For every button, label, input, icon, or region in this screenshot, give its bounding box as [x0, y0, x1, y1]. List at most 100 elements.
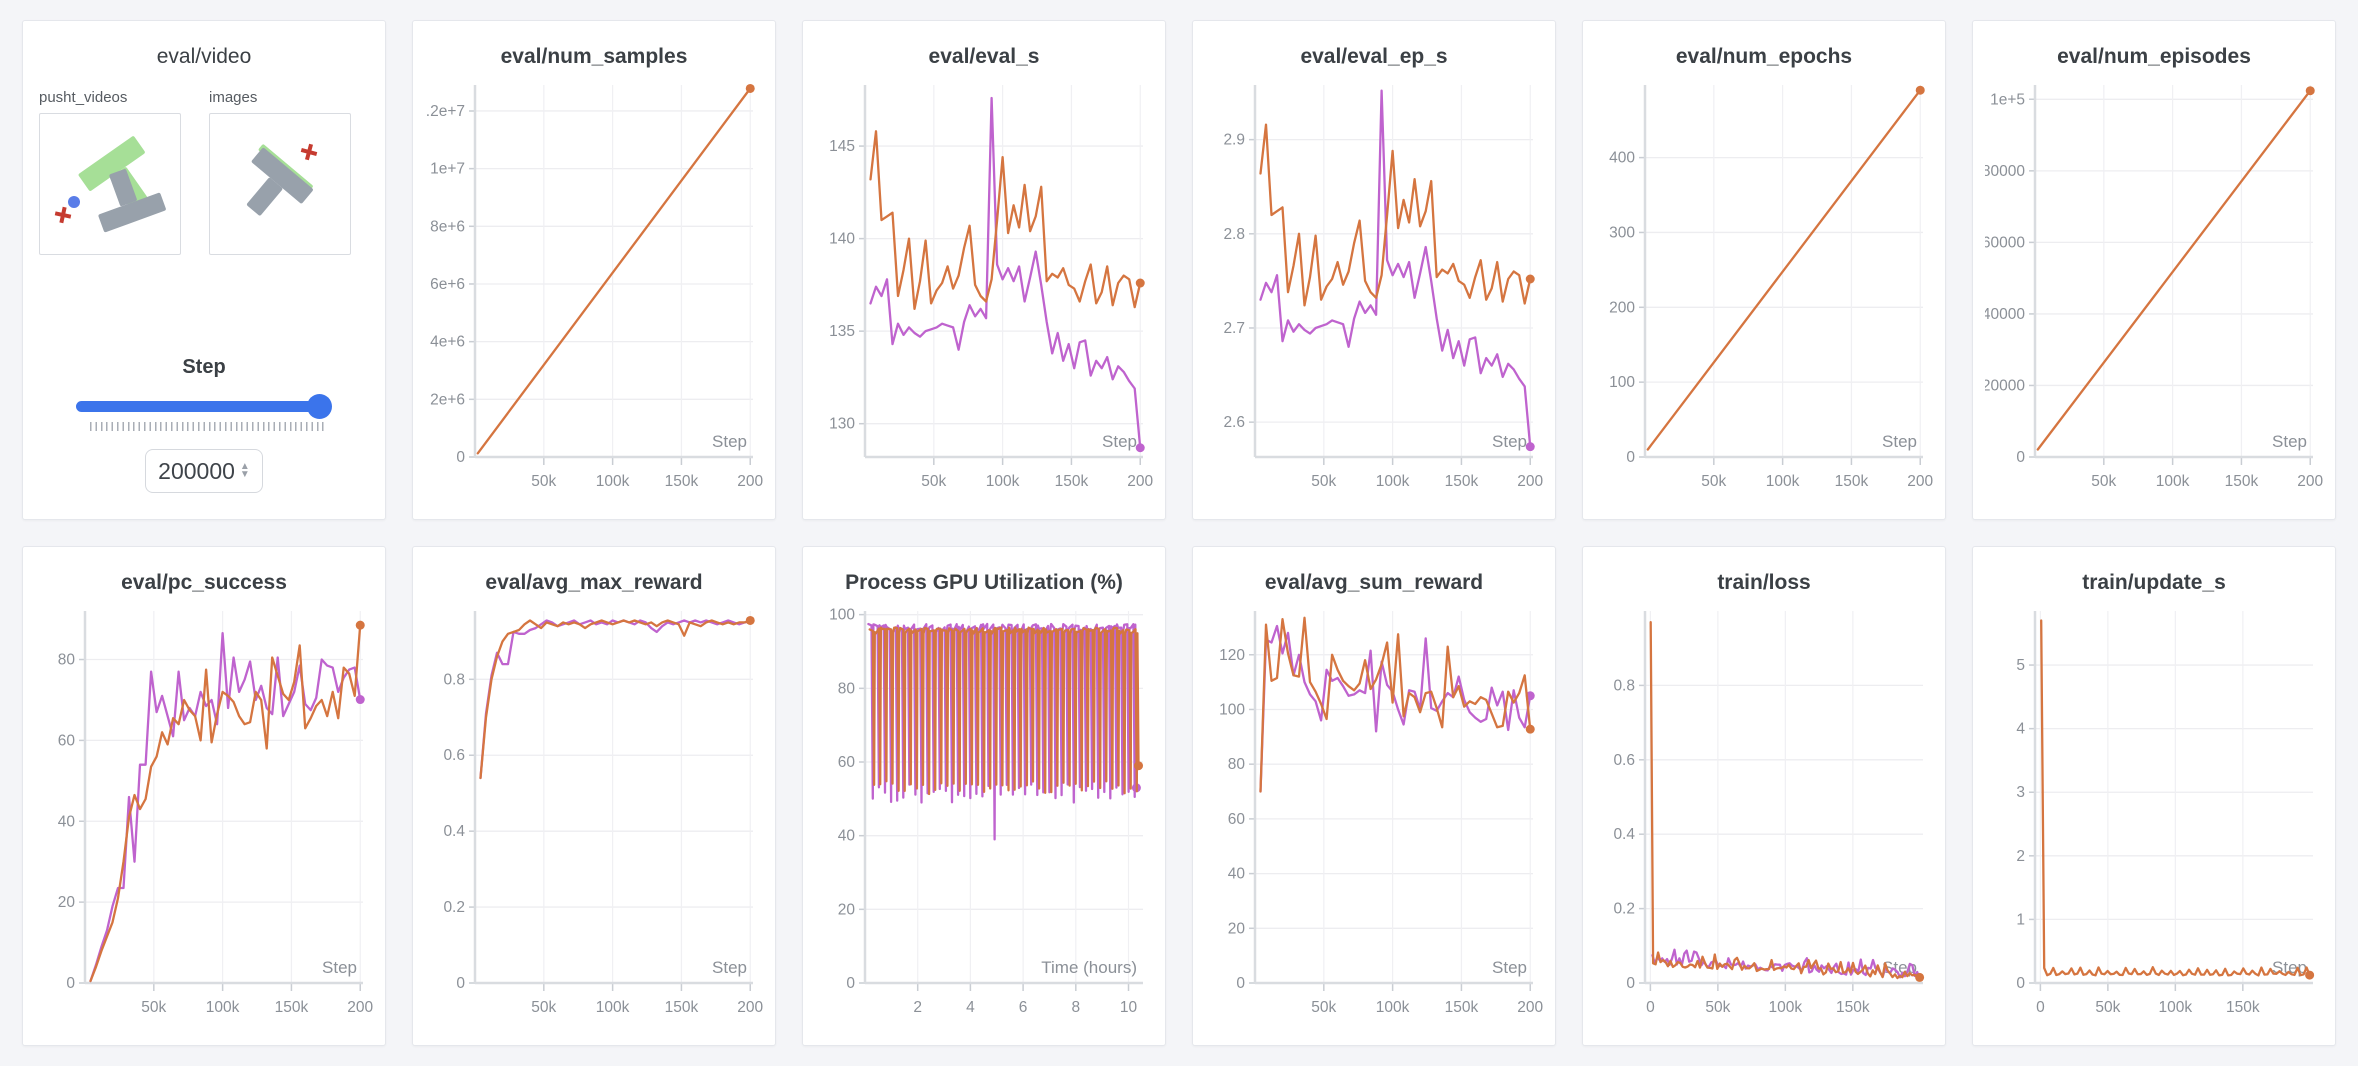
svg-text:10: 10 — [1120, 999, 1138, 1016]
panel-eval-num-samples: eval/num_samples 0 2e+6 4e+6 6e+6 8e+6 1e+7 1.… — [412, 20, 776, 520]
svg-text:100: 100 — [1219, 701, 1245, 718]
svg-text:100k: 100k — [206, 999, 240, 1016]
svg-text:80: 80 — [58, 652, 76, 669]
svg-text:0: 0 — [456, 449, 465, 466]
svg-text:50k: 50k — [2095, 999, 2120, 1016]
step-value: 200000 — [158, 457, 235, 484]
slider-track[interactable] — [76, 401, 326, 412]
svg-text:40: 40 — [1228, 866, 1246, 883]
svg-text:0: 0 — [1626, 449, 1635, 466]
chart-canvas-eval-num-episodes[interactable]: 0 20000 40000 60000 80000 1e+5 50k 100k 150k 200 S… — [1982, 73, 2324, 509]
spinner-up-icon[interactable]: ▲ — [239, 461, 250, 472]
svg-text:0.8: 0.8 — [1613, 677, 1635, 694]
svg-text:150k: 150k — [665, 473, 699, 490]
svg-text:40000: 40000 — [1985, 306, 2025, 323]
svg-text:0.2: 0.2 — [443, 899, 465, 916]
chart-canvas-eval-eval-ep-s[interactable]: 2.6 2.7 2.8 2.9 50k 100k 150k 200 Step — [1205, 73, 1544, 509]
svg-text:50k: 50k — [531, 473, 556, 490]
step-number-input[interactable]: 200000 ▲ ▼ — [145, 449, 263, 493]
chart-canvas-gpu-utilization[interactable]: 0 20 40 60 80 100 2 4 6 8 10 Time (hours) — [815, 599, 1153, 1035]
svg-text:150k: 150k — [2226, 999, 2260, 1016]
svg-text:150k: 150k — [275, 999, 309, 1016]
spinner-down-icon[interactable]: ▼ — [239, 469, 250, 480]
svg-text:80: 80 — [1228, 756, 1246, 773]
panel-title: eval/num_episodes — [2057, 45, 2251, 68]
media-item-images: images — [209, 89, 351, 255]
panel-eval-avg-sum-reward: eval/avg_sum_reward 0 20 40 60 80 100 120 50k 10… — [1192, 546, 1556, 1046]
svg-text:20: 20 — [58, 894, 76, 911]
svg-text:0: 0 — [1626, 975, 1635, 992]
chart-canvas-eval-avg-sum-reward[interactable]: 0 20 40 60 80 100 120 50k 100k 150k 200 Step — [1205, 599, 1544, 1035]
chart-canvas-train-loss[interactable]: 0 0.2 0.4 0.6 0.8 0 50k 100k 150k Step — [1595, 599, 1933, 1035]
svg-text:200: 200 — [1127, 473, 1153, 490]
chart-canvas-eval-eval-s[interactable]: 130 135 140 145 50k 100k 150k 200 Step — [815, 73, 1154, 509]
svg-text:2.6: 2.6 — [1223, 414, 1245, 431]
svg-text:Time (hours): Time (hours) — [1041, 958, 1137, 977]
slider-thumb[interactable] — [307, 394, 332, 419]
svg-text:150k: 150k — [665, 999, 699, 1016]
chart-canvas-eval-avg-max-reward[interactable]: 0 0.2 0.4 0.6 0.8 50k 100k 150k 200 Step — [425, 599, 764, 1035]
svg-text:20000: 20000 — [1985, 377, 2025, 394]
svg-text:0.8: 0.8 — [443, 671, 465, 688]
svg-text:Step: Step — [712, 432, 747, 451]
svg-text:4e+6: 4e+6 — [430, 334, 465, 351]
svg-text:145: 145 — [829, 138, 855, 155]
svg-text:200: 200 — [737, 473, 763, 490]
panel-title: eval/avg_sum_reward — [1264, 571, 1484, 594]
svg-text:100: 100 — [1609, 374, 1635, 391]
svg-text:60: 60 — [58, 732, 76, 749]
svg-text:150k: 150k — [1445, 999, 1479, 1016]
chart-canvas-train-update-s[interactable]: 0 1 2 3 4 5 0 50k 100k 150k Step — [1985, 599, 2323, 1035]
chart-canvas-eval-num-samples[interactable]: 0 2e+6 4e+6 6e+6 8e+6 1e+7 1.2e+7 50k 100k 150k 20… — [417, 73, 764, 509]
panel-title: eval/num_epochs — [1675, 45, 1853, 68]
svg-text:4: 4 — [966, 999, 975, 1016]
svg-text:0: 0 — [2016, 975, 2025, 992]
svg-text:130: 130 — [829, 416, 855, 433]
panel-eval-pc-success: eval/pc_success 0 20 40 60 80 50k 100k 150k 200 S… — [22, 546, 386, 1046]
images-thumbnail[interactable] — [209, 113, 351, 255]
svg-text:0: 0 — [1646, 999, 1655, 1016]
panel-title: Process GPU Utilization (%) — [845, 571, 1123, 594]
chart-canvas-eval-num-epochs[interactable]: 0 100 200 300 400 50k 100k 150k 200 Step — [1595, 73, 1934, 509]
panel-title: eval/num_samples — [500, 45, 688, 68]
svg-text:0.6: 0.6 — [443, 747, 465, 764]
media-label: images — [209, 89, 258, 106]
panel-eval-avg-max-reward: eval/avg_max_reward 0 0.2 0.4 0.6 0.8 50k 100k… — [412, 546, 776, 1046]
svg-text:60: 60 — [838, 754, 856, 771]
svg-text:50k: 50k — [1705, 999, 1730, 1016]
svg-text:2e+6: 2e+6 — [430, 391, 465, 408]
panel-title: eval/eval_s — [928, 45, 1040, 68]
svg-text:120: 120 — [1219, 647, 1245, 664]
panel-title: eval/video — [156, 45, 252, 68]
chart-canvas-eval-pc-success[interactable]: 0 20 40 60 80 50k 100k 150k 200 Step — [35, 599, 374, 1035]
svg-text:Step: Step — [322, 958, 357, 977]
svg-text:Step: Step — [1102, 432, 1137, 451]
svg-text:100k: 100k — [1376, 473, 1410, 490]
svg-text:400: 400 — [1609, 150, 1635, 167]
svg-text:200: 200 — [1609, 299, 1635, 316]
svg-text:150k: 150k — [1055, 473, 1089, 490]
svg-text:Step: Step — [1492, 432, 1527, 451]
gray-t-shape — [246, 147, 313, 216]
svg-text:60000: 60000 — [1985, 234, 2025, 251]
svg-text:8: 8 — [1071, 999, 1080, 1016]
svg-text:1.2e+7: 1.2e+7 — [425, 103, 465, 120]
svg-text:2.7: 2.7 — [1223, 320, 1245, 337]
agent-dot — [68, 196, 80, 208]
svg-text:2: 2 — [2016, 848, 2025, 865]
step-slider[interactable] — [76, 393, 332, 419]
svg-text:200: 200 — [2297, 473, 2323, 490]
svg-text:100k: 100k — [2156, 473, 2190, 490]
svg-text:100k: 100k — [1376, 999, 1410, 1016]
panel-train-update-s: train/update_s 0 1 2 3 4 5 0 50k 100k 150k Step — [1972, 546, 2336, 1046]
svg-text:100k: 100k — [1769, 999, 1803, 1016]
panel-eval-eval-ep-s: eval/eval_ep_s 2.6 2.7 2.8 2.9 50k 100k 150k 20… — [1192, 20, 1556, 520]
slider-tick-marks — [90, 422, 326, 431]
svg-text:100k: 100k — [596, 999, 630, 1016]
svg-text:200: 200 — [737, 999, 763, 1016]
panel-train-loss: train/loss 0 0.2 0.4 0.6 0.8 0 50k 100k 150k Step — [1582, 546, 1946, 1046]
svg-text:50k: 50k — [2091, 473, 2116, 490]
pusht-video-thumbnail[interactable] — [39, 113, 181, 255]
svg-text:150k: 150k — [1836, 999, 1870, 1016]
